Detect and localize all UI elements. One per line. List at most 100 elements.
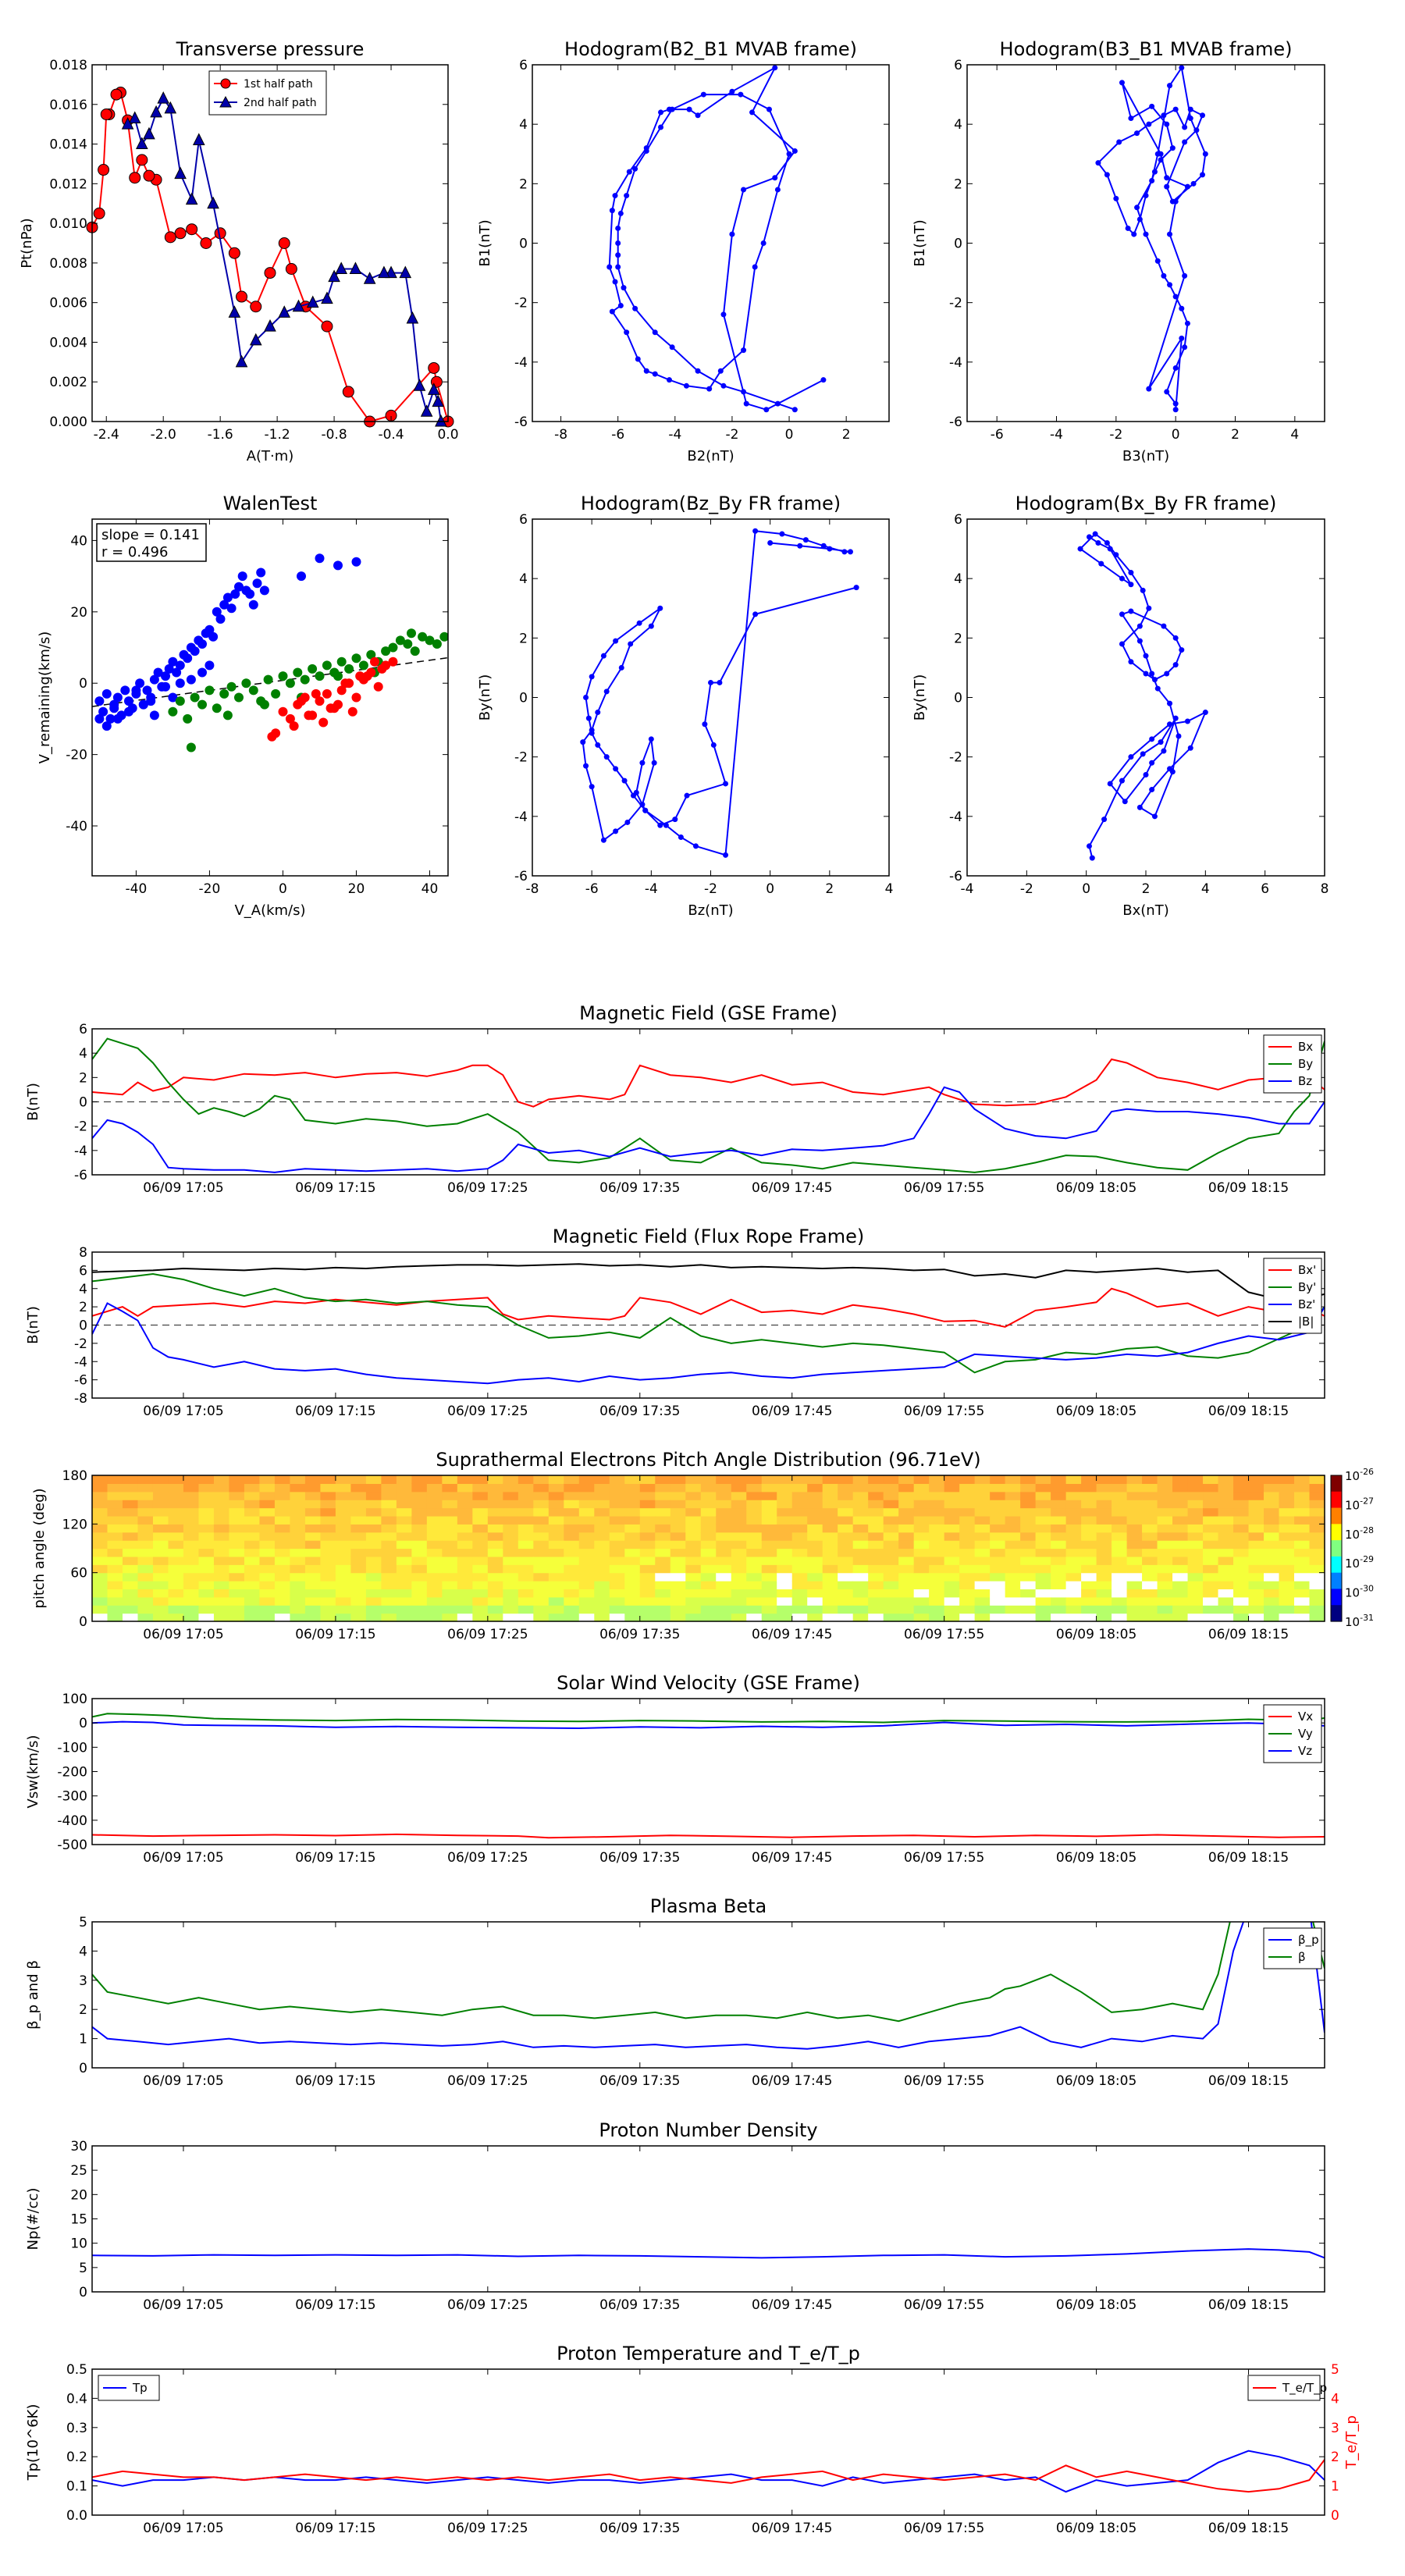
heatmap-cell xyxy=(1279,1589,1295,1598)
heatmap-cell xyxy=(1203,1540,1219,1550)
data-marker xyxy=(435,414,447,427)
heatmap-cell xyxy=(1264,1515,1280,1525)
data-marker xyxy=(413,379,426,391)
data-marker xyxy=(1128,754,1134,760)
data-marker xyxy=(1077,546,1083,552)
heatmap-cell xyxy=(868,1515,884,1525)
heatmap-cell xyxy=(929,1589,945,1598)
heatmap-cell xyxy=(746,1475,763,1484)
heatmap-cell xyxy=(1157,1483,1173,1493)
heatmap-cell xyxy=(487,1500,503,1509)
heatmap-cell xyxy=(213,1596,230,1606)
series-line xyxy=(92,1086,1325,1173)
heatmap-cell xyxy=(1081,1581,1097,1590)
heatmap-cell xyxy=(518,1589,534,1598)
heatmap-cell xyxy=(198,1564,215,1574)
series-line xyxy=(92,1058,1325,1108)
heatmap-cell xyxy=(183,1540,200,1550)
heatmap-cell xyxy=(624,1532,641,1541)
legend-marker xyxy=(220,78,231,89)
heatmap-cell xyxy=(1142,1572,1158,1582)
data-marker xyxy=(1169,769,1176,775)
heatmap-cell xyxy=(107,1581,123,1590)
heatmap-cell xyxy=(822,1613,838,1622)
x-tick-label: -1.2 xyxy=(265,427,290,443)
heatmap-cell xyxy=(320,1589,336,1598)
heatmap-cell xyxy=(777,1515,793,1525)
chart-title: Hodogram(B3_B1 MVAB frame) xyxy=(1000,38,1293,60)
heatmap-cell xyxy=(913,1572,930,1582)
heatmap-cell xyxy=(92,1532,108,1541)
y-tick-label: 5 xyxy=(79,2261,87,2276)
heatmap-cell xyxy=(685,1613,702,1622)
data-marker xyxy=(827,546,833,552)
heatmap-cell xyxy=(168,1475,184,1484)
heatmap-cell xyxy=(944,1491,960,1500)
heatmap-cell xyxy=(990,1581,1006,1590)
heatmap-cell xyxy=(838,1548,854,1557)
heatmap-cell xyxy=(533,1572,550,1582)
heatmap-cell xyxy=(503,1515,519,1525)
heatmap-cell xyxy=(304,1515,321,1525)
heatmap-cell xyxy=(990,1524,1006,1533)
heatmap-cell xyxy=(1218,1556,1234,1565)
heatmap-cell xyxy=(1187,1483,1204,1493)
heatmap-cell xyxy=(990,1491,1006,1500)
heatmap-cell xyxy=(350,1589,367,1598)
scatter-point xyxy=(259,585,269,596)
data-marker xyxy=(1128,570,1134,576)
heatmap-cell xyxy=(868,1564,884,1574)
heatmap-cell xyxy=(1279,1524,1295,1533)
x-tick-label: -0.8 xyxy=(321,427,347,443)
data-marker xyxy=(1172,365,1179,371)
heatmap-cell xyxy=(1051,1483,1067,1493)
heatmap-cell xyxy=(442,1581,458,1590)
heatmap-cell xyxy=(1020,1581,1037,1590)
heatmap-cell xyxy=(974,1500,991,1509)
chart-title: Solar Wind Velocity (GSE Frame) xyxy=(557,1672,860,1694)
heatmap-cell xyxy=(974,1524,991,1533)
y2-tick-label: 1 xyxy=(1331,2479,1339,2495)
heatmap-cell xyxy=(213,1548,230,1557)
heatmap-cell xyxy=(183,1483,200,1493)
heatmap-cell xyxy=(1051,1524,1067,1533)
data-marker xyxy=(1161,623,1167,629)
data-marker xyxy=(1151,813,1158,820)
heatmap-cell xyxy=(1112,1483,1128,1493)
heatmap-cell xyxy=(1157,1475,1173,1484)
scatter-point xyxy=(168,706,178,717)
heatmap-cell xyxy=(868,1483,884,1493)
heatmap-cell xyxy=(244,1515,261,1525)
heatmap-cell xyxy=(944,1572,960,1582)
heatmap-cell xyxy=(290,1540,306,1550)
heatmap-cell xyxy=(624,1581,641,1590)
heatmap-cell xyxy=(670,1491,686,1500)
heatmap-cell xyxy=(670,1532,686,1541)
x-tick-label: 06/09 17:15 xyxy=(295,1627,375,1642)
data-marker xyxy=(603,688,610,695)
heatmap-cell xyxy=(426,1515,443,1525)
heatmap-cell xyxy=(944,1524,960,1533)
data-marker xyxy=(1128,659,1134,665)
heatmap-cell xyxy=(457,1483,473,1493)
scatter-point xyxy=(325,703,336,713)
heatmap-cell xyxy=(320,1548,336,1557)
heatmap-cell xyxy=(1294,1605,1311,1614)
heatmap-cell xyxy=(959,1556,976,1565)
heatmap-cell xyxy=(822,1589,838,1598)
heatmap-cell xyxy=(274,1605,291,1614)
heatmap-cell xyxy=(1081,1507,1097,1517)
heatmap-cell xyxy=(655,1581,671,1590)
heatmap-cell xyxy=(700,1556,717,1565)
scatter-point xyxy=(230,589,240,599)
y-tick-label: -8 xyxy=(74,1391,87,1407)
y-tick-label: 0.012 xyxy=(49,176,87,192)
heatmap-cell xyxy=(639,1596,656,1606)
heatmap-cell xyxy=(1005,1500,1021,1509)
heatmap-cell xyxy=(442,1613,458,1622)
heatmap-cell xyxy=(746,1556,763,1565)
x-tick-label: 0 xyxy=(785,427,794,443)
heatmap-cell xyxy=(746,1564,763,1574)
